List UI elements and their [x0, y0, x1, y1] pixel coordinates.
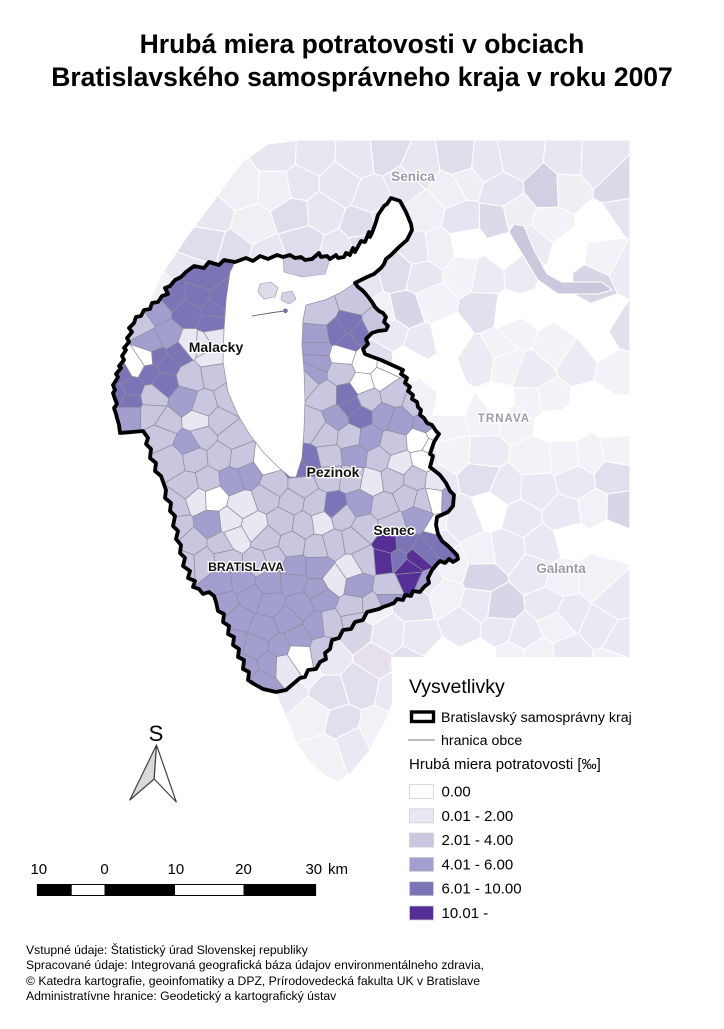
svg-text:Malacky: Malacky	[189, 339, 244, 355]
svg-text:hranica obce: hranica obce	[441, 733, 522, 749]
svg-text:10.01 -: 10.01 -	[442, 905, 489, 922]
svg-text:Senec: Senec	[373, 522, 414, 538]
svg-text:30: 30	[305, 861, 322, 878]
svg-text:10: 10	[30, 861, 47, 878]
svg-text:Pezinok: Pezinok	[307, 464, 360, 480]
svg-text:4.01 - 6.00: 4.01 - 6.00	[442, 856, 514, 873]
svg-text:km: km	[328, 861, 348, 878]
svg-text:6.01 - 10.00: 6.01 - 10.00	[442, 881, 522, 898]
svg-text:BRATISLAVA: BRATISLAVA	[208, 560, 284, 574]
svg-text:0: 0	[100, 861, 108, 878]
svg-text:20: 20	[235, 861, 252, 878]
svg-text:Hrubá miera potratovosti [‰]: Hrubá miera potratovosti [‰]	[409, 756, 601, 773]
svg-text:Bratislavský samosprávny kraj: Bratislavský samosprávny kraj	[441, 710, 632, 726]
svg-text:2.01 - 4.00: 2.01 - 4.00	[442, 832, 514, 849]
svg-text:0.01 - 2.00: 0.01 - 2.00	[442, 808, 514, 825]
svg-text:10: 10	[168, 861, 185, 878]
svg-text:Vysvetlivky: Vysvetlivky	[409, 676, 505, 698]
svg-text:S: S	[149, 721, 164, 746]
svg-text:0.00: 0.00	[442, 784, 471, 801]
svg-text:Senica: Senica	[391, 169, 435, 184]
svg-text:TRNAVA: TRNAVA	[478, 413, 530, 425]
svg-text:Galanta: Galanta	[536, 561, 586, 576]
